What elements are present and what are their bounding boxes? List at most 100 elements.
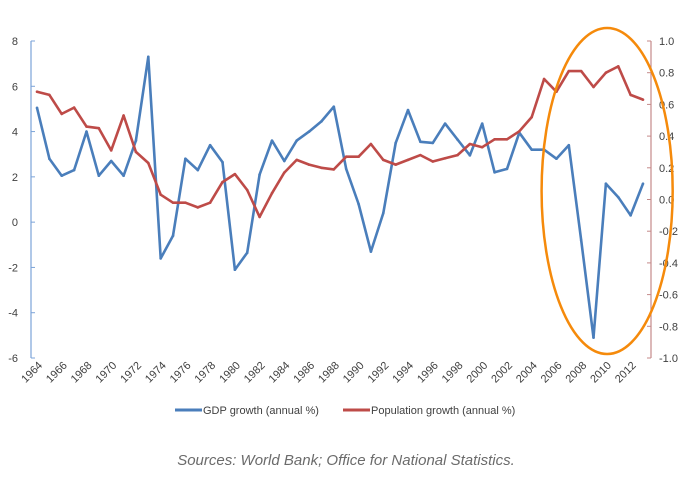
population-point (60, 112, 64, 116)
population-point (147, 161, 150, 165)
gdp-point (283, 159, 286, 163)
gdp-point (258, 173, 261, 176)
gdp-point (480, 122, 484, 125)
x-tick-label: 2012 (613, 360, 639, 386)
gdp-point (419, 140, 422, 144)
population-point (357, 155, 360, 159)
population-point (122, 114, 125, 117)
gdp-point (431, 141, 435, 145)
gdp-point (567, 143, 571, 147)
gdp-point (134, 139, 138, 142)
gdp-point (579, 238, 583, 242)
series-layer (35, 55, 645, 339)
gdp-point (60, 174, 64, 178)
population-point (184, 201, 187, 204)
population-point (542, 77, 546, 81)
population-point (616, 65, 620, 68)
population-point (431, 160, 435, 163)
left-tick-label: -6 (8, 353, 18, 365)
gdp-point (332, 105, 336, 108)
gdp-point (295, 139, 299, 142)
right-tick-label: -0.4 (659, 258, 678, 270)
gdp-point (641, 182, 645, 185)
x-tick-label: 1994 (390, 360, 416, 386)
right-tick-label: -0.8 (659, 321, 678, 333)
population-point (72, 106, 76, 109)
left-tick-label: 4 (12, 127, 18, 139)
gdp-point (530, 148, 533, 151)
population-point (604, 71, 608, 74)
population-point (505, 137, 509, 141)
right-tick-label: 1.0 (659, 36, 674, 48)
population-point (35, 90, 39, 94)
population-point (97, 126, 101, 130)
x-axis: 1964196619681970197219741976197819801982… (19, 360, 638, 386)
population-point (134, 150, 138, 154)
gdp-point (555, 157, 558, 161)
series-line-population-growth (36, 65, 644, 219)
x-tick-label: 1974 (143, 360, 169, 386)
gdp-point (196, 168, 200, 172)
population-point (171, 201, 175, 204)
annotation-layer (540, 26, 674, 356)
gdp-point (592, 336, 595, 339)
left-tick-label: 0 (12, 217, 18, 229)
x-tick-label: 1992 (366, 360, 392, 386)
gdp-point (493, 171, 496, 174)
population-point (270, 191, 274, 195)
x-tick-label: 1990 (341, 360, 367, 386)
right-tick-label: -1.0 (659, 353, 678, 365)
gdp-point (72, 168, 76, 172)
gdp-point (320, 120, 323, 123)
x-tick-label: 1976 (168, 360, 194, 386)
population-point (258, 215, 261, 219)
population-point (629, 93, 632, 97)
population-point (48, 93, 51, 97)
population-point (196, 206, 200, 209)
gdp-point (35, 106, 39, 110)
gdp-point (122, 174, 125, 178)
gdp-point (245, 251, 249, 255)
gdp-point (147, 55, 150, 59)
series-line-gdp-growth (35, 55, 645, 339)
population-point (208, 201, 212, 204)
population-point (641, 98, 645, 101)
gdp-point (184, 157, 187, 161)
population-point (456, 153, 459, 157)
gdp-point (159, 257, 162, 260)
gdp-point (307, 130, 311, 133)
gdp-point (48, 157, 51, 161)
highlight-ellipse (540, 26, 674, 356)
population-point (307, 163, 311, 166)
x-tick-label: 1980 (217, 360, 243, 386)
population-point (332, 168, 336, 171)
left-tick-label: 6 (12, 81, 18, 93)
population-point (109, 149, 113, 152)
population-point (245, 188, 249, 192)
population-point (567, 69, 571, 73)
left-y-axis: 8 6 4 2 0 -2 -4 -6 (8, 36, 35, 365)
population-point (592, 85, 595, 89)
gdp-point (629, 214, 632, 217)
population-point (480, 145, 484, 149)
gdp-point (369, 250, 373, 253)
gdp-point (505, 167, 509, 171)
gdp-point (394, 141, 397, 145)
gdp-point (171, 234, 175, 238)
gdp-point (344, 167, 348, 171)
x-tick-label: 1970 (94, 360, 120, 386)
x-tick-label: 1988 (316, 360, 342, 386)
x-tick-label: 1966 (44, 360, 70, 386)
left-tick-label: -4 (8, 308, 18, 320)
gdp-point (468, 154, 472, 157)
x-tick-label: 2010 (588, 360, 614, 386)
population-point (295, 158, 299, 162)
x-tick-label: 2006 (539, 360, 565, 386)
gdp-point (406, 108, 410, 112)
left-tick-label: -2 (8, 262, 18, 274)
x-tick-label: 1982 (242, 360, 268, 386)
population-point (406, 158, 410, 162)
population-point (369, 142, 373, 146)
gdp-point (208, 143, 212, 147)
population-point (233, 172, 237, 176)
